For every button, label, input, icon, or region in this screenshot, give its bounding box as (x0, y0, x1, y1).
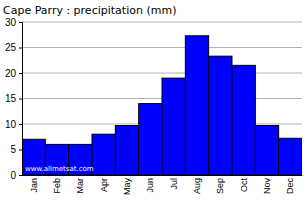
x-tick: Apr (99, 175, 109, 192)
bar (115, 126, 138, 175)
x-tick-label: May (122, 178, 132, 196)
x-axis-line (23, 175, 303, 176)
y-tick-mark (19, 175, 22, 176)
x-tick: Feb (52, 175, 62, 194)
x-tick: Jan (29, 175, 39, 193)
y-tick-label: 20 (5, 68, 17, 79)
bar (232, 65, 255, 175)
x-tick: Dec (285, 175, 295, 194)
x-tick: Jun (145, 175, 155, 193)
bar (139, 104, 162, 175)
x-tick-label: Jan (29, 178, 39, 193)
bar (279, 138, 302, 175)
y-tick: 0 (10, 170, 22, 181)
y-tick-label: 5 (10, 144, 16, 155)
y-tick-mark (19, 73, 22, 74)
y-tick: 20 (5, 68, 22, 79)
bar (92, 134, 115, 175)
bar (255, 126, 278, 175)
y-tick-label: 0 (10, 170, 16, 181)
x-axis: Jan Feb Mar Apr May Jun Jul Aug Sep Oct Nov Dec (23, 175, 303, 195)
y-tick: 30 (5, 17, 22, 28)
x-tick-label: Mar (75, 178, 85, 194)
x-tick: Aug (192, 175, 202, 194)
bar (209, 56, 232, 175)
x-tick: Mar (75, 175, 85, 194)
annotation: www.allmetsat.com (25, 165, 94, 173)
x-tick: May (122, 175, 132, 195)
bar (162, 78, 185, 175)
y-tick-mark (19, 99, 22, 100)
y-axis-line (19, 23, 23, 176)
bars (22, 36, 302, 175)
x-tick-label: Dec (285, 178, 295, 195)
grid-line (22, 73, 302, 74)
x-tick-label: Jun (145, 178, 155, 193)
x-tick-label: Feb (52, 178, 62, 194)
x-tick: Nov (262, 175, 272, 194)
y-tick: 10 (5, 119, 22, 130)
x-tick-label: Jul (169, 178, 179, 190)
grid-line (22, 47, 302, 48)
title: Cape Parry : precipitation (mm) (3, 4, 176, 17)
plot: 0 5 10 15 20 25 30 Jan Feb Mar Apr May Jun Jul Aug Sep O… (5, 17, 303, 195)
chart: 0 5 10 15 20 25 30 Jan Feb Mar Apr May Jun Jul Aug Sep O… (0, 0, 306, 200)
y-tick: 5 (10, 144, 22, 155)
grid (22, 22, 302, 175)
y-tick-label: 30 (5, 17, 17, 28)
x-tick-label: Aug (192, 178, 202, 194)
y-tick-label: 25 (5, 42, 17, 53)
y-tick-mark (19, 150, 22, 151)
x-tick-label: Sep (215, 178, 225, 194)
x-tick-label: Apr (99, 178, 109, 192)
y-tick-mark (19, 124, 22, 125)
x-tick: Oct (239, 175, 249, 192)
grid-line (22, 22, 302, 23)
y-tick-mark (19, 48, 22, 49)
y-axis: 0 5 10 15 20 25 30 (5, 17, 23, 181)
y-tick-label: 10 (5, 119, 17, 130)
x-tick-label: Oct (239, 178, 249, 193)
y-tick-mark (19, 22, 22, 23)
x-tick: Sep (215, 175, 225, 194)
y-tick: 15 (5, 93, 22, 104)
x-tick: Jul (169, 175, 179, 190)
y-tick-label: 15 (5, 93, 17, 104)
y-tick: 25 (5, 42, 22, 53)
x-tick-label: Nov (262, 178, 272, 195)
bar (185, 36, 208, 175)
